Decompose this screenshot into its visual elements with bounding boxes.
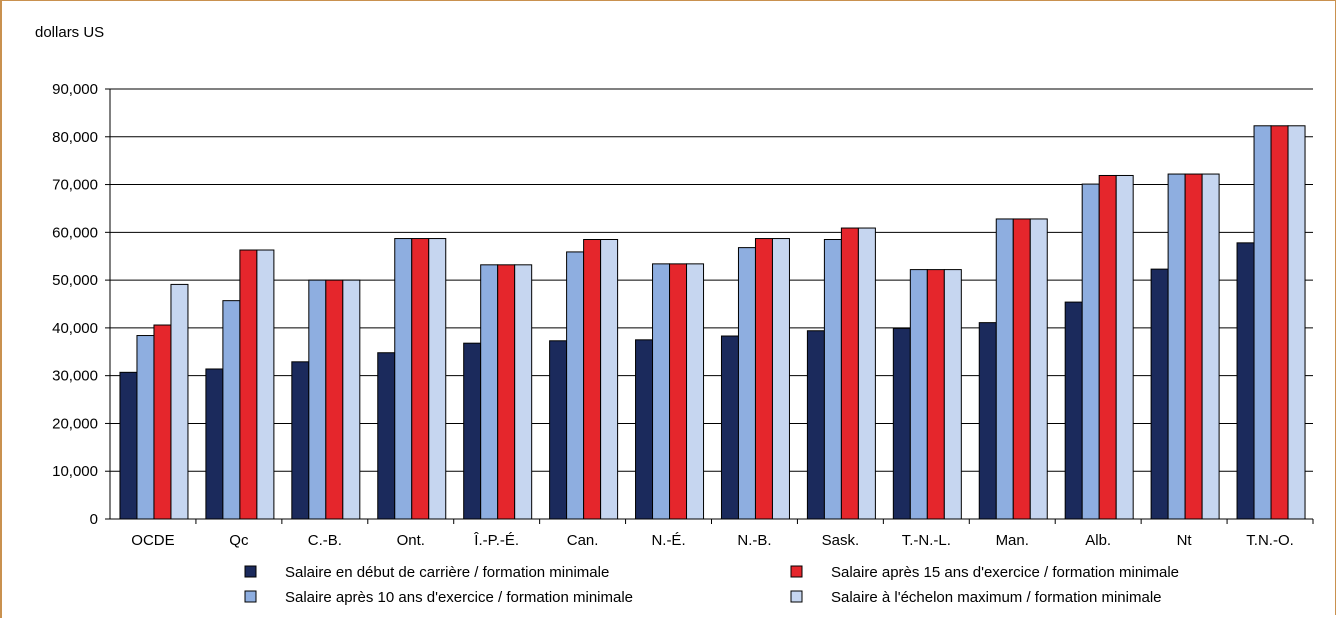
bar-5-3 xyxy=(601,240,618,520)
bar-6-1 xyxy=(653,264,670,519)
legend: Salaire en début de carrière / formation… xyxy=(245,564,1179,606)
bar-2-3 xyxy=(343,280,360,519)
bar-11-3 xyxy=(1116,175,1133,519)
y-tick-label-9: 90,000 xyxy=(52,81,98,98)
bar-0-0 xyxy=(120,372,137,519)
y-tick-labels: 0 10,000 20,000 30,000 40,000 50,000 60,000 70,… xyxy=(52,81,98,528)
bar-13-3 xyxy=(1288,126,1305,519)
legend-swatch-3 xyxy=(791,591,802,602)
x-tick-label-11: Alb. xyxy=(1085,532,1111,549)
bar-10-1 xyxy=(996,219,1013,519)
x-tick-label-10: Man. xyxy=(996,532,1029,549)
bar-4-1 xyxy=(481,265,498,519)
y-tick-label-3: 30,000 xyxy=(52,368,98,385)
bar-8-1 xyxy=(824,240,841,520)
bar-1-2 xyxy=(240,250,257,519)
bar-12-1 xyxy=(1168,174,1185,519)
bar-13-1 xyxy=(1254,126,1271,519)
bar-3-2 xyxy=(412,239,429,519)
bar-5-0 xyxy=(550,341,567,519)
bar-11-2 xyxy=(1099,175,1116,519)
bar-2-1 xyxy=(309,280,326,519)
bar-9-1 xyxy=(910,270,927,519)
bar-10-2 xyxy=(1013,219,1030,519)
x-tick-label-1: Qc xyxy=(229,532,249,549)
bar-12-2 xyxy=(1185,174,1202,519)
bar-7-1 xyxy=(738,248,755,519)
bar-6-3 xyxy=(687,264,704,519)
y-tick-label-0: 0 xyxy=(90,511,98,528)
y-tick-label-2: 20,000 xyxy=(52,415,98,432)
x-tick-label-6: N.-É. xyxy=(651,532,685,549)
bar-8-0 xyxy=(807,331,824,519)
legend-swatch-1 xyxy=(245,591,256,602)
bar-3-1 xyxy=(395,239,412,519)
bar-5-1 xyxy=(567,252,584,519)
bar-1-3 xyxy=(257,250,274,519)
bar-8-2 xyxy=(841,228,858,519)
legend-swatch-0 xyxy=(245,566,256,577)
x-tick-label-5: Can. xyxy=(567,532,599,549)
bar-0-2 xyxy=(154,325,171,519)
x-tick-label-4: Î.-P.-É. xyxy=(473,532,519,549)
bar-9-0 xyxy=(893,328,910,519)
bar-4-2 xyxy=(498,265,515,519)
bar-4-0 xyxy=(464,343,481,519)
bar-5-2 xyxy=(584,240,601,520)
bar-4-3 xyxy=(515,265,532,519)
bar-10-0 xyxy=(979,323,996,519)
x-tick-label-12: Nt xyxy=(1177,532,1193,549)
bar-3-3 xyxy=(429,239,446,519)
y-tick-label-6: 60,000 xyxy=(52,224,98,241)
legend-label-3: Salaire à l'échelon maximum / formation … xyxy=(831,589,1162,606)
y-tick-label-7: 70,000 xyxy=(52,177,98,194)
x-tick-label-8: Sask. xyxy=(822,532,860,549)
bar-13-0 xyxy=(1237,243,1254,519)
x-tick-label-7: N.-B. xyxy=(737,532,771,549)
x-tick-label-0: OCDE xyxy=(131,532,174,549)
x-tick-label-3: Ont. xyxy=(397,532,425,549)
bar-6-2 xyxy=(670,264,687,519)
y-tick-label-5: 50,000 xyxy=(52,272,98,289)
bar-6-0 xyxy=(636,340,653,519)
bar-0-1 xyxy=(137,336,154,519)
y-tick-label-4: 40,000 xyxy=(52,320,98,337)
legend-swatch-2 xyxy=(791,566,802,577)
legend-label-2: Salaire après 15 ans d'exercice / format… xyxy=(831,564,1179,581)
bar-1-0 xyxy=(206,369,223,519)
legend-label-0: Salaire en début de carrière / formation… xyxy=(285,564,609,581)
x-tick-labels: OCDE Qc C.-B. Ont. Î.-P.-É. Can. N.-É. N.-B. Sas… xyxy=(131,532,1293,549)
bar-1-1 xyxy=(223,301,240,519)
bar-7-3 xyxy=(772,239,789,519)
bar-8-3 xyxy=(858,228,875,519)
bar-10-3 xyxy=(1030,219,1047,519)
bar-11-0 xyxy=(1065,302,1082,519)
bar-3-0 xyxy=(378,353,395,519)
bar-0-3 xyxy=(171,284,188,519)
x-tick-label-9: T.-N.-L. xyxy=(902,532,951,549)
x-tick-label-13: T.N.-O. xyxy=(1246,532,1294,549)
bar-9-3 xyxy=(944,270,961,519)
legend-label-1: Salaire après 10 ans d'exercice / format… xyxy=(285,589,633,606)
y-tick-label-8: 80,000 xyxy=(52,129,98,146)
bar-7-2 xyxy=(755,239,772,519)
bar-13-2 xyxy=(1271,126,1288,519)
bar-12-0 xyxy=(1151,269,1168,519)
bar-2-2 xyxy=(326,280,343,519)
bar-2-0 xyxy=(292,362,309,519)
x-tick-label-2: C.-B. xyxy=(308,532,342,549)
y-tick-label-1: 10,000 xyxy=(52,463,98,480)
bar-12-3 xyxy=(1202,174,1219,519)
bar-7-0 xyxy=(721,336,738,519)
bar-9-2 xyxy=(927,270,944,519)
bar-11-1 xyxy=(1082,184,1099,519)
